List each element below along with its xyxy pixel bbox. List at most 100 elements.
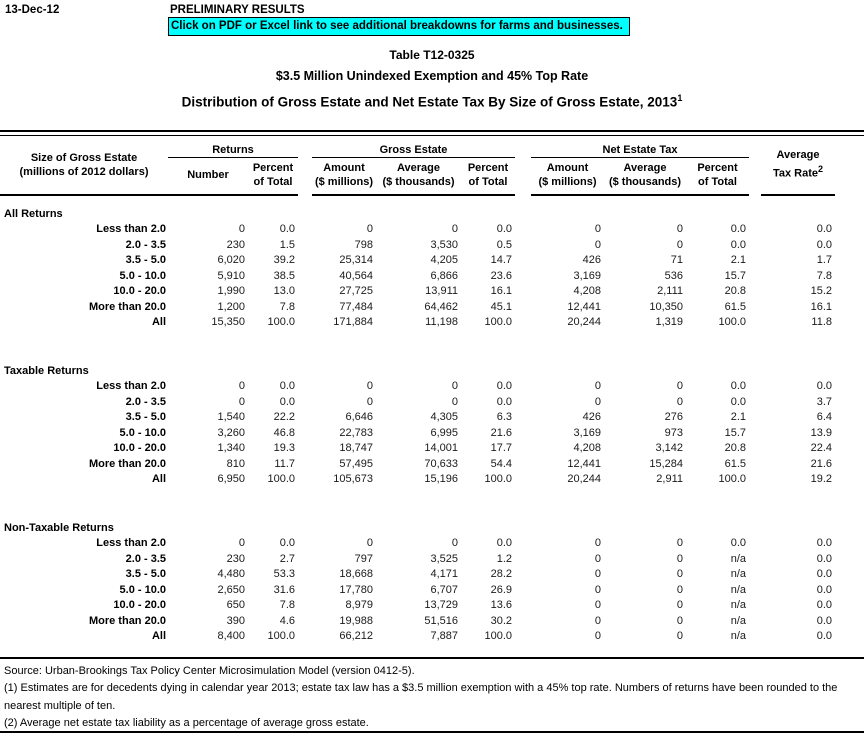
data-cell: 0 (676, 552, 683, 565)
estate-tax-table: Size of Gross Estate (millions of 2012 d… (0, 135, 864, 645)
source-note: Source: Urban-Brookings Tax Policy Cente… (4, 664, 415, 677)
col-header-returns-percent: Percent of Total (248, 157, 298, 196)
data-cell: 0 (594, 537, 601, 549)
data-cell: 0 (238, 395, 245, 408)
section-header: All Returns (4, 207, 63, 220)
data-cell: 16.1 (810, 300, 832, 313)
data-cell: 13.6 (490, 599, 512, 611)
top-bar: 13-Dec-12 PRELIMINARY RESULTS Click on P… (0, 0, 864, 36)
data-cell: 6,646 (345, 411, 373, 423)
data-cell: 100.0 (484, 473, 512, 485)
section-header-row: Taxable Returns (0, 331, 864, 380)
data-cell: 0 (238, 223, 245, 235)
data-cell: 11.8 (811, 316, 832, 328)
section-header: Non-Taxable Returns (4, 521, 114, 534)
data-cell: 0 (594, 395, 601, 408)
data-cell: 0 (451, 537, 458, 549)
data-cell: n/a (730, 630, 746, 642)
data-cell: 3,525 (430, 552, 458, 565)
data-cell: 27,725 (339, 285, 373, 297)
table-top-double-rule (0, 129, 864, 136)
data-cell: 15.2 (810, 285, 832, 297)
data-cell: 4,305 (430, 411, 458, 423)
data-cell: 100.0 (267, 473, 295, 485)
gross-estate-group-header: Gross Estate (312, 135, 515, 158)
data-cell: 0.0 (816, 238, 832, 251)
data-cell: 25,314 (339, 254, 373, 266)
exemption-title: $3.5 Million Unindexed Exemption and 45%… (275, 69, 589, 83)
row-label: All (151, 316, 166, 328)
data-cell: 3,260 (217, 426, 245, 439)
data-cell: 0.0 (816, 537, 832, 549)
report-date: 13-Dec-12 (5, 4, 60, 16)
data-cell: 11.7 (274, 457, 295, 470)
data-cell: 230 (226, 552, 245, 565)
data-cell: 66,212 (339, 630, 373, 642)
data-cell: 7.8 (816, 269, 832, 282)
pdf-excel-link-banner[interactable]: Click on PDF or Excel link to see additi… (168, 17, 630, 36)
table-row: 5.0 - 10.0 5,910 38.5 40,564 6,866 23.6 3,169 5… (0, 269, 864, 285)
table-body: All Returns Less than 2.0 0 0.0 0 0 0.0 0 0 0.0 0.… (0, 195, 864, 645)
data-cell: 15,350 (211, 316, 245, 328)
data-cell: 22.4 (810, 442, 832, 454)
row-label-column-header: Size of Gross Estate (millions of 2012 d… (0, 135, 168, 196)
table-row: 5.0 - 10.0 2,650 31.6 17,780 6,707 26.9 0 0 n/a 0… (0, 583, 864, 599)
data-cell: 3,142 (655, 442, 683, 454)
data-cell: 19.2 (810, 473, 832, 485)
data-cell: 13,729 (424, 599, 458, 611)
data-cell: 536 (664, 269, 683, 282)
data-cell: 61.5 (724, 300, 746, 313)
data-cell: 0.0 (816, 614, 832, 627)
returns-group-header: Returns (168, 135, 298, 158)
table-titles: Table T12-0325 $3.5 Million Unindexed Ex… (0, 45, 864, 114)
data-cell: 1,319 (655, 316, 683, 328)
data-cell: 21.6 (810, 457, 832, 470)
col-header-net-amount: Amount ($ millions) (531, 157, 604, 196)
data-cell: 3,169 (573, 426, 601, 439)
data-cell: 6,707 (430, 583, 458, 596)
data-cell: 6,995 (430, 426, 458, 439)
data-cell: 15,196 (424, 473, 458, 485)
data-cell: 70,633 (424, 457, 458, 470)
data-cell: 0.0 (816, 568, 832, 580)
row-label: Less than 2.0 (96, 380, 166, 392)
data-cell: 0.0 (816, 630, 832, 642)
data-cell: 5,910 (217, 269, 245, 282)
data-cell: 18,668 (339, 568, 373, 580)
data-cell: 7,887 (430, 630, 458, 642)
table-row: 3.5 - 5.0 1,540 22.2 6,646 4,305 6.3 426 276 2.1… (0, 410, 864, 426)
data-cell: 31.6 (273, 583, 295, 596)
data-cell: 11,198 (425, 316, 458, 328)
data-cell: 1,990 (217, 285, 245, 297)
data-cell: 798 (354, 238, 373, 251)
data-cell: 100.0 (718, 316, 746, 328)
data-cell: 3,169 (573, 269, 601, 282)
data-cell: 12,441 (567, 300, 601, 313)
data-cell: 6,950 (217, 473, 245, 485)
data-cell: 2,650 (217, 583, 245, 596)
data-cell: 4,208 (573, 442, 601, 454)
row-label: More than 20.0 (88, 614, 166, 627)
data-cell: 0 (676, 238, 683, 251)
data-cell: 0 (676, 395, 683, 408)
data-cell: 426 (582, 411, 601, 423)
net-estate-tax-group-header: Net Estate Tax (531, 135, 749, 158)
data-cell: 8,979 (345, 599, 373, 611)
data-cell: 7.8 (279, 300, 295, 313)
row-label: 3.5 - 5.0 (125, 254, 166, 266)
data-cell: 100.0 (718, 473, 746, 485)
row-label: 5.0 - 10.0 (119, 426, 166, 439)
data-cell: 0 (594, 614, 601, 627)
data-cell: 20,244 (567, 473, 601, 485)
data-cell: 64,462 (424, 300, 458, 313)
col-header-net-percent: Percent of Total (686, 157, 749, 196)
row-label: 10.0 - 20.0 (113, 599, 166, 611)
data-cell: 1,200 (217, 300, 245, 313)
table-row: 10.0 - 20.0 1,340 19.3 18,747 14,001 17.7 4,20… (0, 441, 864, 457)
data-cell: 0 (676, 568, 683, 580)
data-cell: 54.4 (490, 457, 512, 470)
row-label: 5.0 - 10.0 (119, 583, 166, 596)
data-cell: 14,001 (424, 442, 458, 454)
data-cell: 18,747 (339, 442, 373, 454)
data-cell: 0.0 (816, 223, 832, 235)
